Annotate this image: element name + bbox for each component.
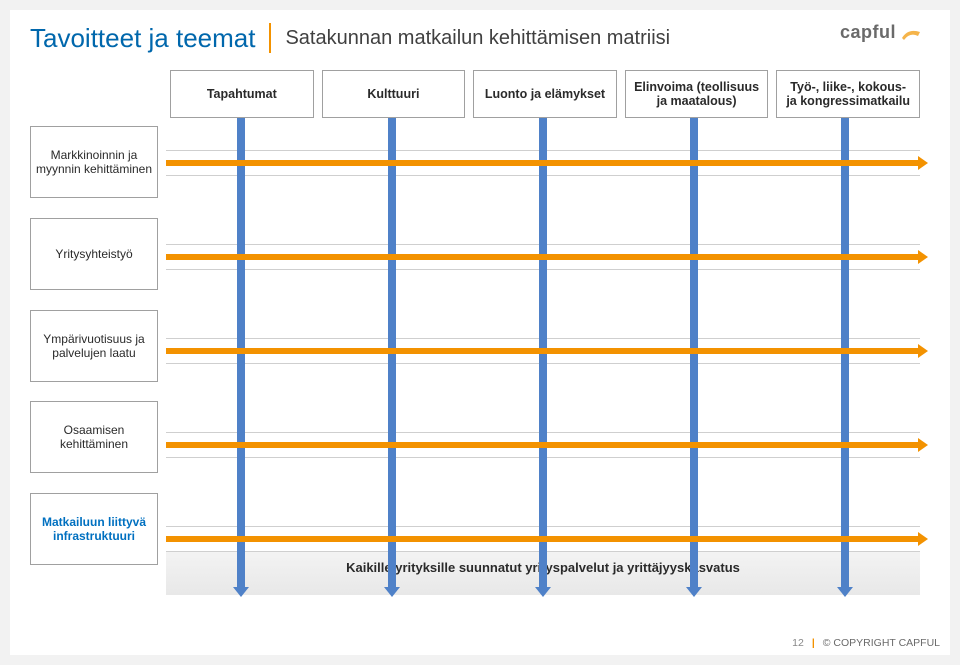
horizontal-arrow-icon: [166, 159, 928, 167]
column-header: Kulttuuri: [322, 70, 466, 118]
header: Tavoitteet ja teemat Satakunnan matkailu…: [30, 16, 930, 60]
column-header: Työ-, liike-, kokous- ja kongressimatkai…: [776, 70, 920, 118]
vertical-arrow-icon: [537, 118, 549, 597]
footer: 12 | © COPYRIGHT CAPFUL: [792, 637, 940, 649]
row-label: Ympärivuotisuus ja palvelujen laatu: [30, 310, 158, 382]
horizontal-arrow-icon: [166, 441, 928, 449]
vertical-arrow-icon: [839, 118, 851, 597]
column-header: Luonto ja elämykset: [473, 70, 617, 118]
row-label: Markkinoinnin ja myynnin kehittäminen: [30, 126, 158, 198]
column-header: Elinvoima (teollisuus ja maatalous): [625, 70, 769, 118]
column-headers: Tapahtumat Kulttuuri Luonto ja elämykset…: [170, 70, 920, 118]
vertical-arrow-icon: [235, 118, 247, 597]
horizontal-arrow-icon: [166, 253, 928, 261]
logo-text: capful: [840, 22, 896, 43]
horizontal-arrow-icon: [166, 347, 928, 355]
row-label: Yritysyhteistyö: [30, 218, 158, 290]
row-label: Matkailuun liittyvä infrastruktuuri: [30, 493, 158, 565]
row-labels: Markkinoinnin ja myynnin kehittäminen Yr…: [30, 126, 158, 565]
title-separator: [269, 23, 271, 53]
logo-icon: [900, 24, 924, 42]
logo: capful: [840, 22, 924, 43]
page-number: 12: [792, 637, 804, 649]
matrix: Tapahtumat Kulttuuri Luonto ja elämykset…: [30, 70, 930, 595]
copyright-text: © COPYRIGHT CAPFUL: [823, 637, 940, 649]
horizontal-arrow-icon: [166, 535, 928, 543]
matrix-grid: Kaikille yrityksille suunnatut yrityspal…: [166, 126, 920, 595]
vertical-arrow-icon: [386, 118, 398, 597]
page-title: Tavoitteet ja teemat: [30, 23, 269, 54]
page-subtitle: Satakunnan matkailun kehittämisen matrii…: [285, 27, 670, 50]
vertical-arrow-icon: [688, 118, 700, 597]
page: Tavoitteet ja teemat Satakunnan matkailu…: [0, 0, 960, 665]
footer-separator-icon: |: [812, 637, 815, 649]
row-label: Osaamisen kehittäminen: [30, 401, 158, 473]
column-header: Tapahtumat: [170, 70, 314, 118]
